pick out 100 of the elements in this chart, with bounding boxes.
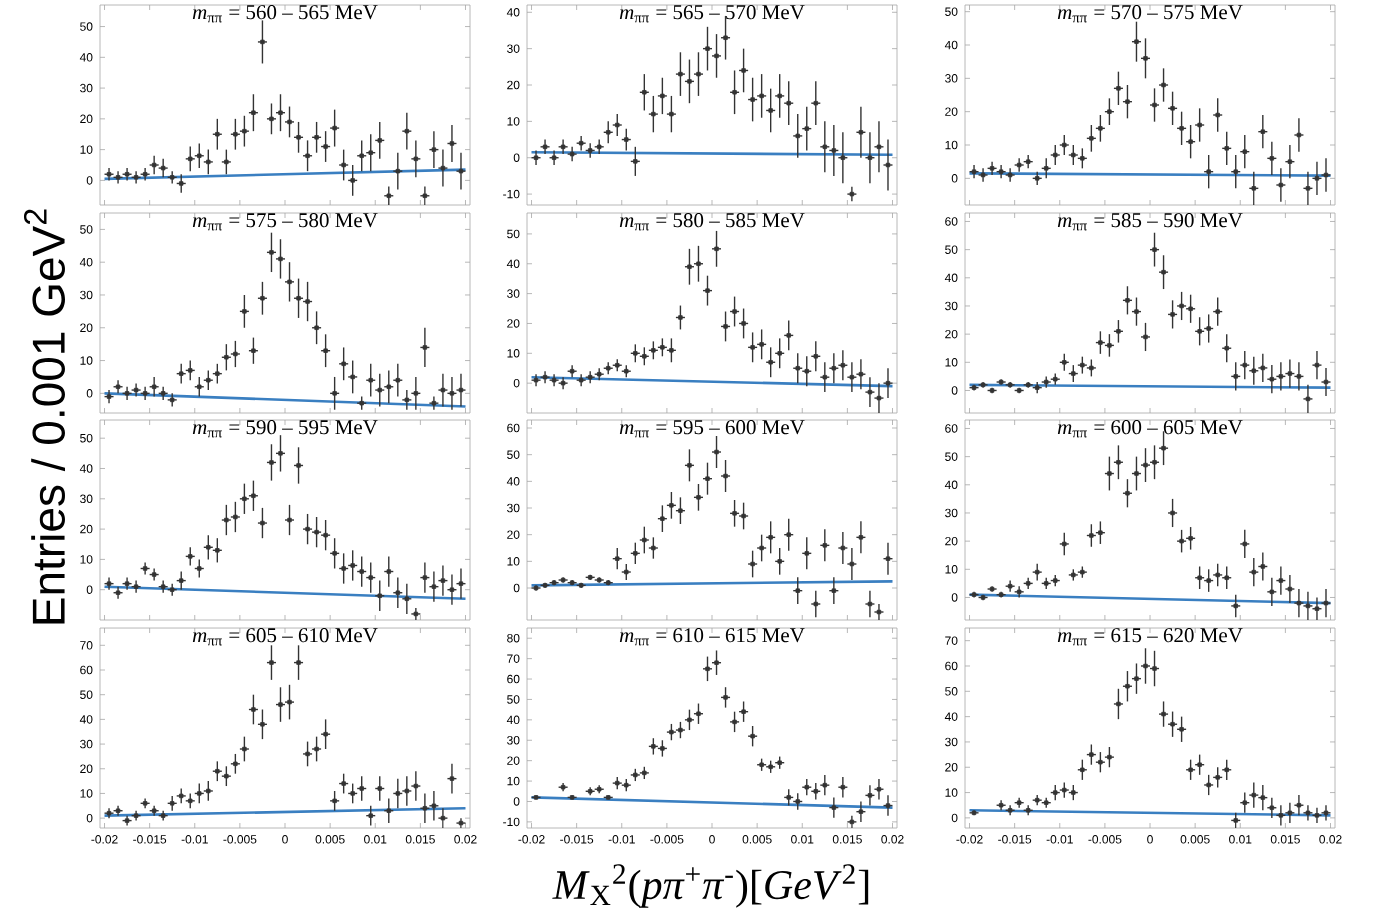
y-tick-label: 50 (945, 245, 958, 254)
chart-title: m$_{ππ}$ = 575 – 580 MeV (192, 213, 378, 231)
y-tick-label: 30 (80, 83, 93, 93)
y-tick-label: 70 (507, 654, 520, 663)
y-tick-label: 40 (79, 464, 93, 473)
y-tick-label: 30 (80, 739, 93, 749)
y-axis-title: Entries / 0.001 GeV$^{2}$ (24, 209, 65, 624)
x-tick-label: -0.01 (181, 835, 208, 844)
chart-title: m$_{ππ}$ = 560 – 565 MeV (192, 5, 378, 23)
y-tick-label: 0 (951, 593, 958, 602)
y-tick-label: 20 (507, 80, 520, 90)
y-tick-label: 30 (507, 503, 520, 513)
y-tick-label: 50 (80, 433, 93, 443)
y-tick-label: 50 (80, 22, 93, 31)
x-tick-label: 0.02 (1319, 835, 1342, 844)
y-tick-label: 10 (80, 145, 93, 154)
x-tick-label: 0 (1147, 835, 1153, 844)
x-tick-label: 0.01 (1229, 835, 1252, 844)
y-tick-label: 30 (945, 301, 958, 311)
y-tick-label: 10 (507, 776, 520, 786)
x-tick-label: 0 (282, 835, 288, 844)
x-tick-label: -0.02 (91, 835, 118, 844)
chart-title: m$_{ππ}$ = 580 – 585 MeV (619, 213, 805, 231)
y-tick-label: 20 (945, 329, 958, 339)
chart-title: m$_{ππ}$ = 590 – 595 MeV (192, 420, 378, 438)
x-tick-label: -0.02 (518, 835, 545, 844)
y-tick-label: 40 (506, 715, 520, 725)
y-tick-label: 10 (945, 140, 958, 150)
y-tick-label: 60 (80, 665, 93, 675)
x-tick-label: 0 (709, 835, 715, 844)
y-tick-label: 40 (506, 259, 520, 269)
y-tick-label: 30 (945, 508, 958, 518)
y-tick-label: 30 (507, 736, 520, 745)
y-tick-label: 0 (513, 583, 520, 593)
y-tick-label: 10 (945, 358, 958, 367)
x-tick-label: 0.02 (454, 835, 477, 844)
y-tick-label: 60 (945, 424, 958, 433)
x-tick-label: 0.005 (1180, 835, 1210, 844)
y-tick-label: 70 (80, 641, 93, 650)
y-tick-label: 40 (506, 8, 520, 17)
y-tick-label: 20 (80, 114, 93, 124)
x-tick-label: 0.015 (1270, 835, 1300, 844)
y-tick-label: 0 (86, 389, 93, 398)
y-tick-label: 40 (944, 480, 958, 490)
y-tick-label: -10 (503, 817, 520, 827)
y-tick-label: 20 (945, 763, 958, 772)
y-tick-label: 60 (507, 674, 520, 684)
text: M$_{X}$$^{2}$(pπ$^{+}$π$^{-}$)[GeV$^{2}$] (552, 864, 869, 908)
y-tick-label: 10 (80, 789, 93, 798)
x-tick-label: -0.015 (560, 835, 594, 844)
y-tick-label: 20 (80, 764, 93, 774)
y-tick-label: 20 (80, 323, 93, 333)
y-tick-label: -10 (503, 189, 520, 199)
y-tick-label: 40 (944, 40, 958, 50)
y-tick-label: 60 (507, 423, 520, 433)
x-tick-label: -0.01 (1046, 835, 1073, 844)
y-tick-label: 0 (513, 378, 520, 388)
chart-title: m$_{ππ}$ = 570 – 575 MeV (1057, 5, 1243, 23)
x-tick-label: -0.01 (608, 835, 635, 844)
y-tick-label: 10 (945, 788, 958, 797)
y-tick-label: 10 (945, 565, 958, 574)
x-tick-label: -0.005 (650, 835, 684, 844)
y-tick-label: 0 (951, 174, 958, 183)
y-tick-label: 70 (945, 636, 958, 645)
x-tick-label: -0.015 (998, 835, 1032, 844)
y-tick-label: 60 (945, 661, 958, 671)
y-tick-label: 10 (507, 117, 520, 126)
y-tick-label: 80 (507, 633, 520, 643)
y-tick-label: 40 (79, 53, 93, 62)
x-tick-label: 0.02 (881, 835, 904, 844)
y-tick-label: 10 (507, 349, 520, 358)
y-tick-label: 30 (80, 290, 93, 300)
y-tick-label: 50 (945, 687, 958, 696)
chart-title: m$_{ππ}$ = 600 – 605 MeV (1057, 420, 1243, 438)
y-tick-label: 0 (86, 813, 93, 823)
chart-title: m$_{ππ}$ = 565 – 570 MeV (619, 5, 805, 23)
x-tick-label: -0.02 (956, 835, 983, 844)
x-tick-label: 0.01 (791, 835, 814, 844)
chart-title: m$_{ππ}$ = 585 – 590 MeV (1057, 213, 1243, 231)
y-tick-label: 30 (945, 74, 958, 83)
y-tick-label: 20 (507, 319, 520, 328)
y-tick-label: 50 (80, 690, 93, 699)
x-tick-label: 0.015 (832, 835, 862, 844)
y-tick-label: 20 (507, 530, 520, 539)
y-tick-label: 50 (945, 7, 958, 16)
x-tick-label: -0.005 (1088, 835, 1122, 844)
x-tick-label: -0.015 (133, 835, 167, 844)
y-tick-label: 30 (507, 44, 520, 53)
y-tick-label: 0 (513, 797, 520, 806)
y-tick-label: 20 (945, 536, 958, 546)
chart-title: m$_{ππ}$ = 605 – 610 MeV (192, 628, 378, 646)
x-tick-label: 0.005 (742, 835, 772, 844)
y-tick-label: 20 (507, 756, 520, 765)
y-tick-label: 50 (507, 695, 520, 704)
x-tick-label: 0.015 (405, 835, 435, 844)
y-tick-label: 40 (944, 273, 958, 283)
y-tick-label: 30 (945, 737, 958, 747)
y-tick-label: 0 (513, 153, 520, 162)
y-tick-label: 50 (945, 452, 958, 461)
y-tick-label: 10 (80, 555, 93, 564)
